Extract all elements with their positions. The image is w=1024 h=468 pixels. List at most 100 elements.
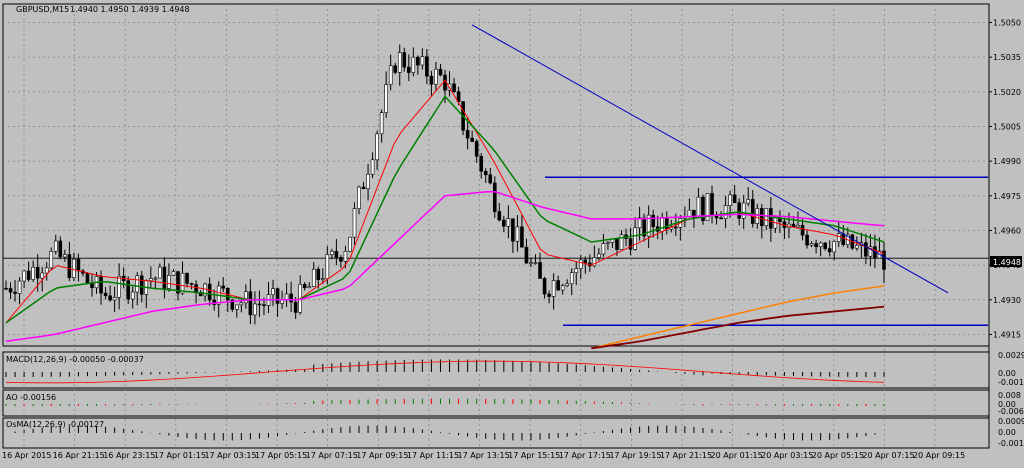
candle-body [542, 278, 547, 295]
candle-body [53, 240, 58, 252]
candle-body [239, 302, 244, 306]
candle-body [257, 303, 262, 306]
candle-body [533, 262, 538, 264]
candle-body [49, 251, 54, 269]
candle-body [108, 295, 112, 301]
candle-body [479, 156, 484, 172]
time-tick-label: 20 Apr 07:15 [862, 451, 914, 460]
candle-body [728, 194, 732, 206]
symbol-label: GBPUSD,M15 [16, 5, 69, 14]
candle-body [800, 224, 805, 236]
candle-body [438, 68, 443, 76]
candle-body [547, 293, 551, 297]
candle-body [72, 258, 76, 278]
macd-label: MACD(12,26,9) -0.00050 -0.00037 [6, 355, 144, 364]
time-tick-label: 17 Apr 05:15 [255, 451, 307, 460]
candle-body [366, 173, 370, 190]
current-price-tag: 1.4948 [993, 258, 1021, 267]
candle-body [397, 52, 402, 73]
candle-body [379, 112, 384, 135]
macd-tick-top: 0.00292 [998, 351, 1024, 360]
candle-body [293, 301, 298, 313]
candle-body [67, 254, 72, 278]
ao-tick-bot: -0.00647 [998, 407, 1024, 416]
candle-body [44, 267, 49, 274]
candle-body [58, 240, 63, 258]
candle-body [488, 174, 493, 184]
current-price-tag-bg [990, 256, 1022, 267]
candle-body [719, 217, 723, 220]
candle-body [882, 250, 886, 270]
candle-body [212, 299, 216, 305]
candle-body [841, 233, 846, 245]
candle-body [244, 291, 248, 304]
candle-body [637, 217, 642, 229]
trendline-layer[interactable] [471, 24, 949, 294]
candle-body [321, 278, 325, 280]
candle-body [583, 259, 588, 264]
time-tick-label: 17 Apr 21:15 [660, 451, 712, 460]
candle-body [606, 242, 610, 244]
candle-body [330, 251, 334, 255]
candle-body [230, 299, 235, 310]
candle-body [674, 226, 678, 229]
trendline[interactable] [471, 24, 949, 294]
ma_slow-line [5, 190, 885, 343]
candle-body [732, 194, 737, 204]
candle-body [764, 208, 769, 227]
candle-body [126, 280, 130, 300]
candle-body [17, 280, 22, 294]
candle-body [597, 253, 601, 258]
candle-body [85, 273, 90, 284]
time-tick-label: 17 Apr 11:15 [407, 451, 459, 460]
candle-body [529, 262, 533, 264]
candle-body [194, 284, 198, 293]
price-tick-label: 1.5005 [993, 122, 1021, 131]
candle-body [452, 83, 456, 92]
candle-body [117, 275, 121, 298]
ma_medium-line [5, 95, 885, 324]
horizontal-lines[interactable] [3, 176, 989, 326]
candle-body [538, 262, 542, 279]
candle-body [334, 251, 339, 258]
candle-body [406, 66, 411, 73]
time-tick-label: 20 Apr 05:15 [812, 451, 864, 460]
time-tick-label: 17 Apr 13:15 [458, 451, 510, 460]
candle-body [511, 218, 515, 242]
candle-body [615, 238, 619, 250]
candle-body [515, 226, 520, 242]
candle-body [569, 272, 574, 285]
time-tick-label: 17 Apr 19:15 [609, 451, 661, 460]
time-tick-label: 20 Apr 01:15 [711, 451, 763, 460]
candle-body [207, 283, 212, 301]
candle-body [4, 287, 8, 290]
price-tick-label: 1.4960 [993, 226, 1021, 235]
candle-body [556, 280, 560, 291]
candle-body [221, 285, 226, 289]
candle-body [135, 275, 140, 293]
candle-body [375, 133, 379, 161]
ohlc-label: 1.4940 1.4950 1.4939 1.4948 [70, 5, 190, 14]
candle-body [176, 271, 180, 294]
candle-body [769, 208, 773, 229]
candle-body [158, 266, 162, 279]
time-tick-label: 17 Apr 17:15 [559, 451, 611, 460]
candle-body [22, 270, 26, 282]
candle-body [506, 218, 511, 227]
macd-tick-bot: -0.00177 [998, 378, 1024, 387]
candle-body [750, 199, 755, 224]
candle-body [642, 217, 646, 237]
time-tick-label: 17 Apr 03:15 [204, 451, 256, 460]
osma-tick-bot: -0.00177 [998, 439, 1024, 448]
candle-body [26, 270, 31, 280]
osma-tick-mid: 0.00 [998, 428, 1016, 437]
candle-body [40, 272, 45, 279]
candle-body [402, 52, 407, 68]
time-tick-label: 20 Apr 03:15 [761, 451, 813, 460]
candle-body [836, 233, 841, 242]
indicator-panels [5, 359, 885, 441]
candle-body [112, 297, 117, 301]
candle-body [416, 56, 420, 66]
